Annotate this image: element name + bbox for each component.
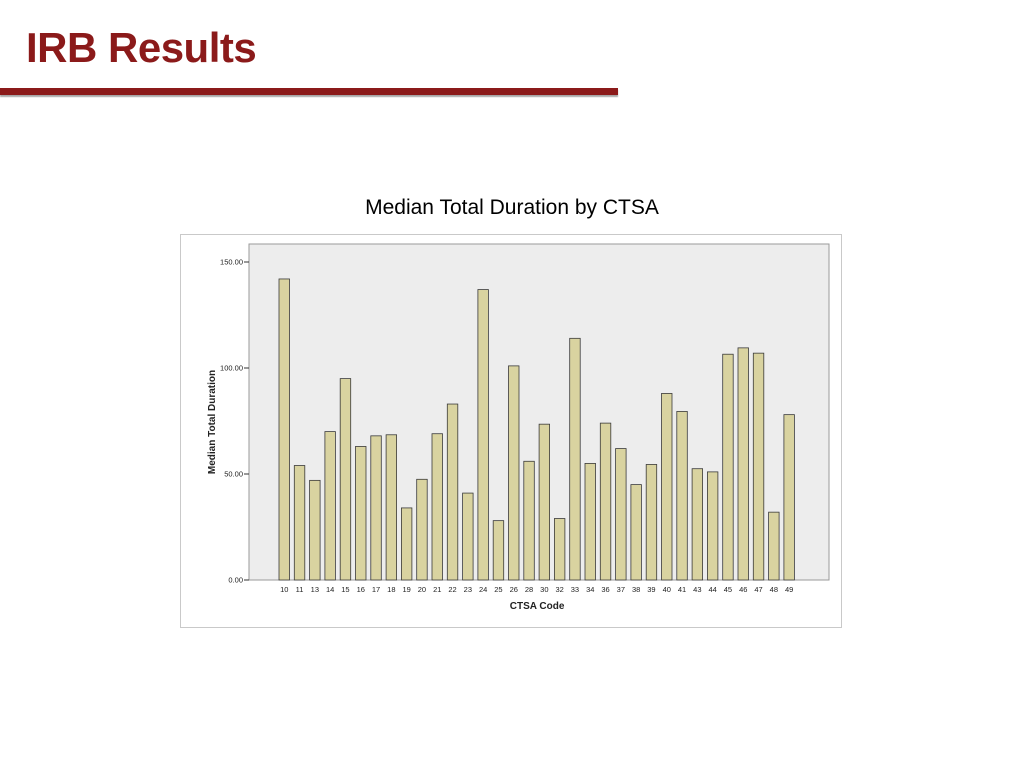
x-tick-label: 15: [341, 585, 349, 594]
bar: [707, 471, 719, 581]
x-tick-label: 10: [280, 585, 288, 594]
x-tick-label: 41: [678, 585, 686, 594]
y-tick-label: 50.00: [224, 470, 243, 479]
x-tick-label: 45: [724, 585, 732, 594]
bar: [477, 289, 489, 581]
bar: [676, 411, 688, 581]
bar: [431, 433, 443, 581]
x-tick-label: 47: [754, 585, 762, 594]
x-tick-label: 21: [433, 585, 441, 594]
y-tick-label: 100.00: [220, 364, 243, 373]
bar: [492, 520, 505, 581]
bar: [645, 464, 658, 581]
slide-title: IRB Results: [26, 24, 257, 71]
bar: [355, 446, 367, 581]
x-tick-label: 38: [632, 585, 640, 594]
bar: [752, 352, 765, 581]
x-axis: 10 11 13 14 15 16 17 18 19 20 21 22 23 24 25 26 28 30 32 33…: [280, 585, 793, 594]
bar: [293, 465, 306, 581]
bar: [370, 435, 382, 581]
bars-group: [278, 278, 795, 581]
x-tick-label: 20: [418, 585, 426, 594]
bar-chart: 0.00 50.00 100.00 150.00 10 11 13 14 15 16 17 18 19…: [207, 243, 830, 612]
bar: [737, 347, 749, 581]
bar: [691, 468, 704, 581]
y-axis: 0.00 50.00 100.00 150.00: [220, 258, 249, 585]
bar: [599, 422, 612, 581]
x-tick-label: 37: [617, 585, 625, 594]
x-tick-label: 25: [494, 585, 502, 594]
bar: [508, 365, 520, 581]
chart-title: Median Total Duration by CTSA: [365, 196, 659, 219]
bar: [569, 337, 581, 581]
x-tick-label: 46: [739, 585, 747, 594]
x-tick-label: 49: [785, 585, 793, 594]
bar: [309, 479, 321, 581]
x-tick-label: 19: [402, 585, 410, 594]
bar: [768, 511, 780, 581]
x-axis-title: CTSA Code: [510, 601, 565, 612]
bar: [538, 423, 551, 581]
x-tick-label: 36: [601, 585, 609, 594]
x-tick-label: 16: [357, 585, 365, 594]
bar: [446, 403, 459, 581]
x-tick-label: 39: [647, 585, 655, 594]
x-tick-label: 44: [708, 585, 716, 594]
bar: [722, 353, 734, 581]
x-tick-label: 17: [372, 585, 380, 594]
x-tick-label: 13: [311, 585, 319, 594]
chart-frame: 0.00 50.00 100.00 150.00 10 11 13 14 15 16 17 18 19…: [180, 234, 842, 628]
x-tick-label: 22: [448, 585, 456, 594]
bar: [400, 507, 413, 581]
bar: [630, 484, 642, 581]
x-tick-label: 24: [479, 585, 487, 594]
x-tick-label: 30: [540, 585, 548, 594]
x-tick-label: 18: [387, 585, 395, 594]
bar: [553, 518, 566, 581]
x-tick-label: 40: [663, 585, 671, 594]
x-tick-label: 48: [770, 585, 778, 594]
bar: [615, 448, 627, 581]
y-tick-label: 150.00: [220, 258, 243, 267]
bar: [416, 478, 428, 581]
bar: [339, 378, 352, 581]
x-tick-label: 33: [571, 585, 579, 594]
x-tick-label: 43: [693, 585, 701, 594]
x-tick-label: 26: [510, 585, 518, 594]
bar: [462, 492, 474, 581]
bar: [584, 462, 596, 581]
title-underline: [0, 88, 618, 95]
x-tick-label: 32: [555, 585, 563, 594]
x-tick-label: 11: [296, 585, 304, 594]
x-tick-label: 28: [525, 585, 533, 594]
bar: [661, 393, 673, 581]
x-tick-label: 14: [326, 585, 334, 594]
bar: [324, 431, 336, 581]
y-tick-label: 0.00: [228, 576, 243, 585]
bar: [278, 278, 290, 581]
y-axis-title: Median Total Duration: [207, 370, 218, 474]
bar: [385, 434, 398, 581]
x-tick-label: 23: [464, 585, 472, 594]
bar: [783, 414, 795, 581]
bar: [523, 460, 535, 581]
x-tick-label: 34: [586, 585, 594, 594]
